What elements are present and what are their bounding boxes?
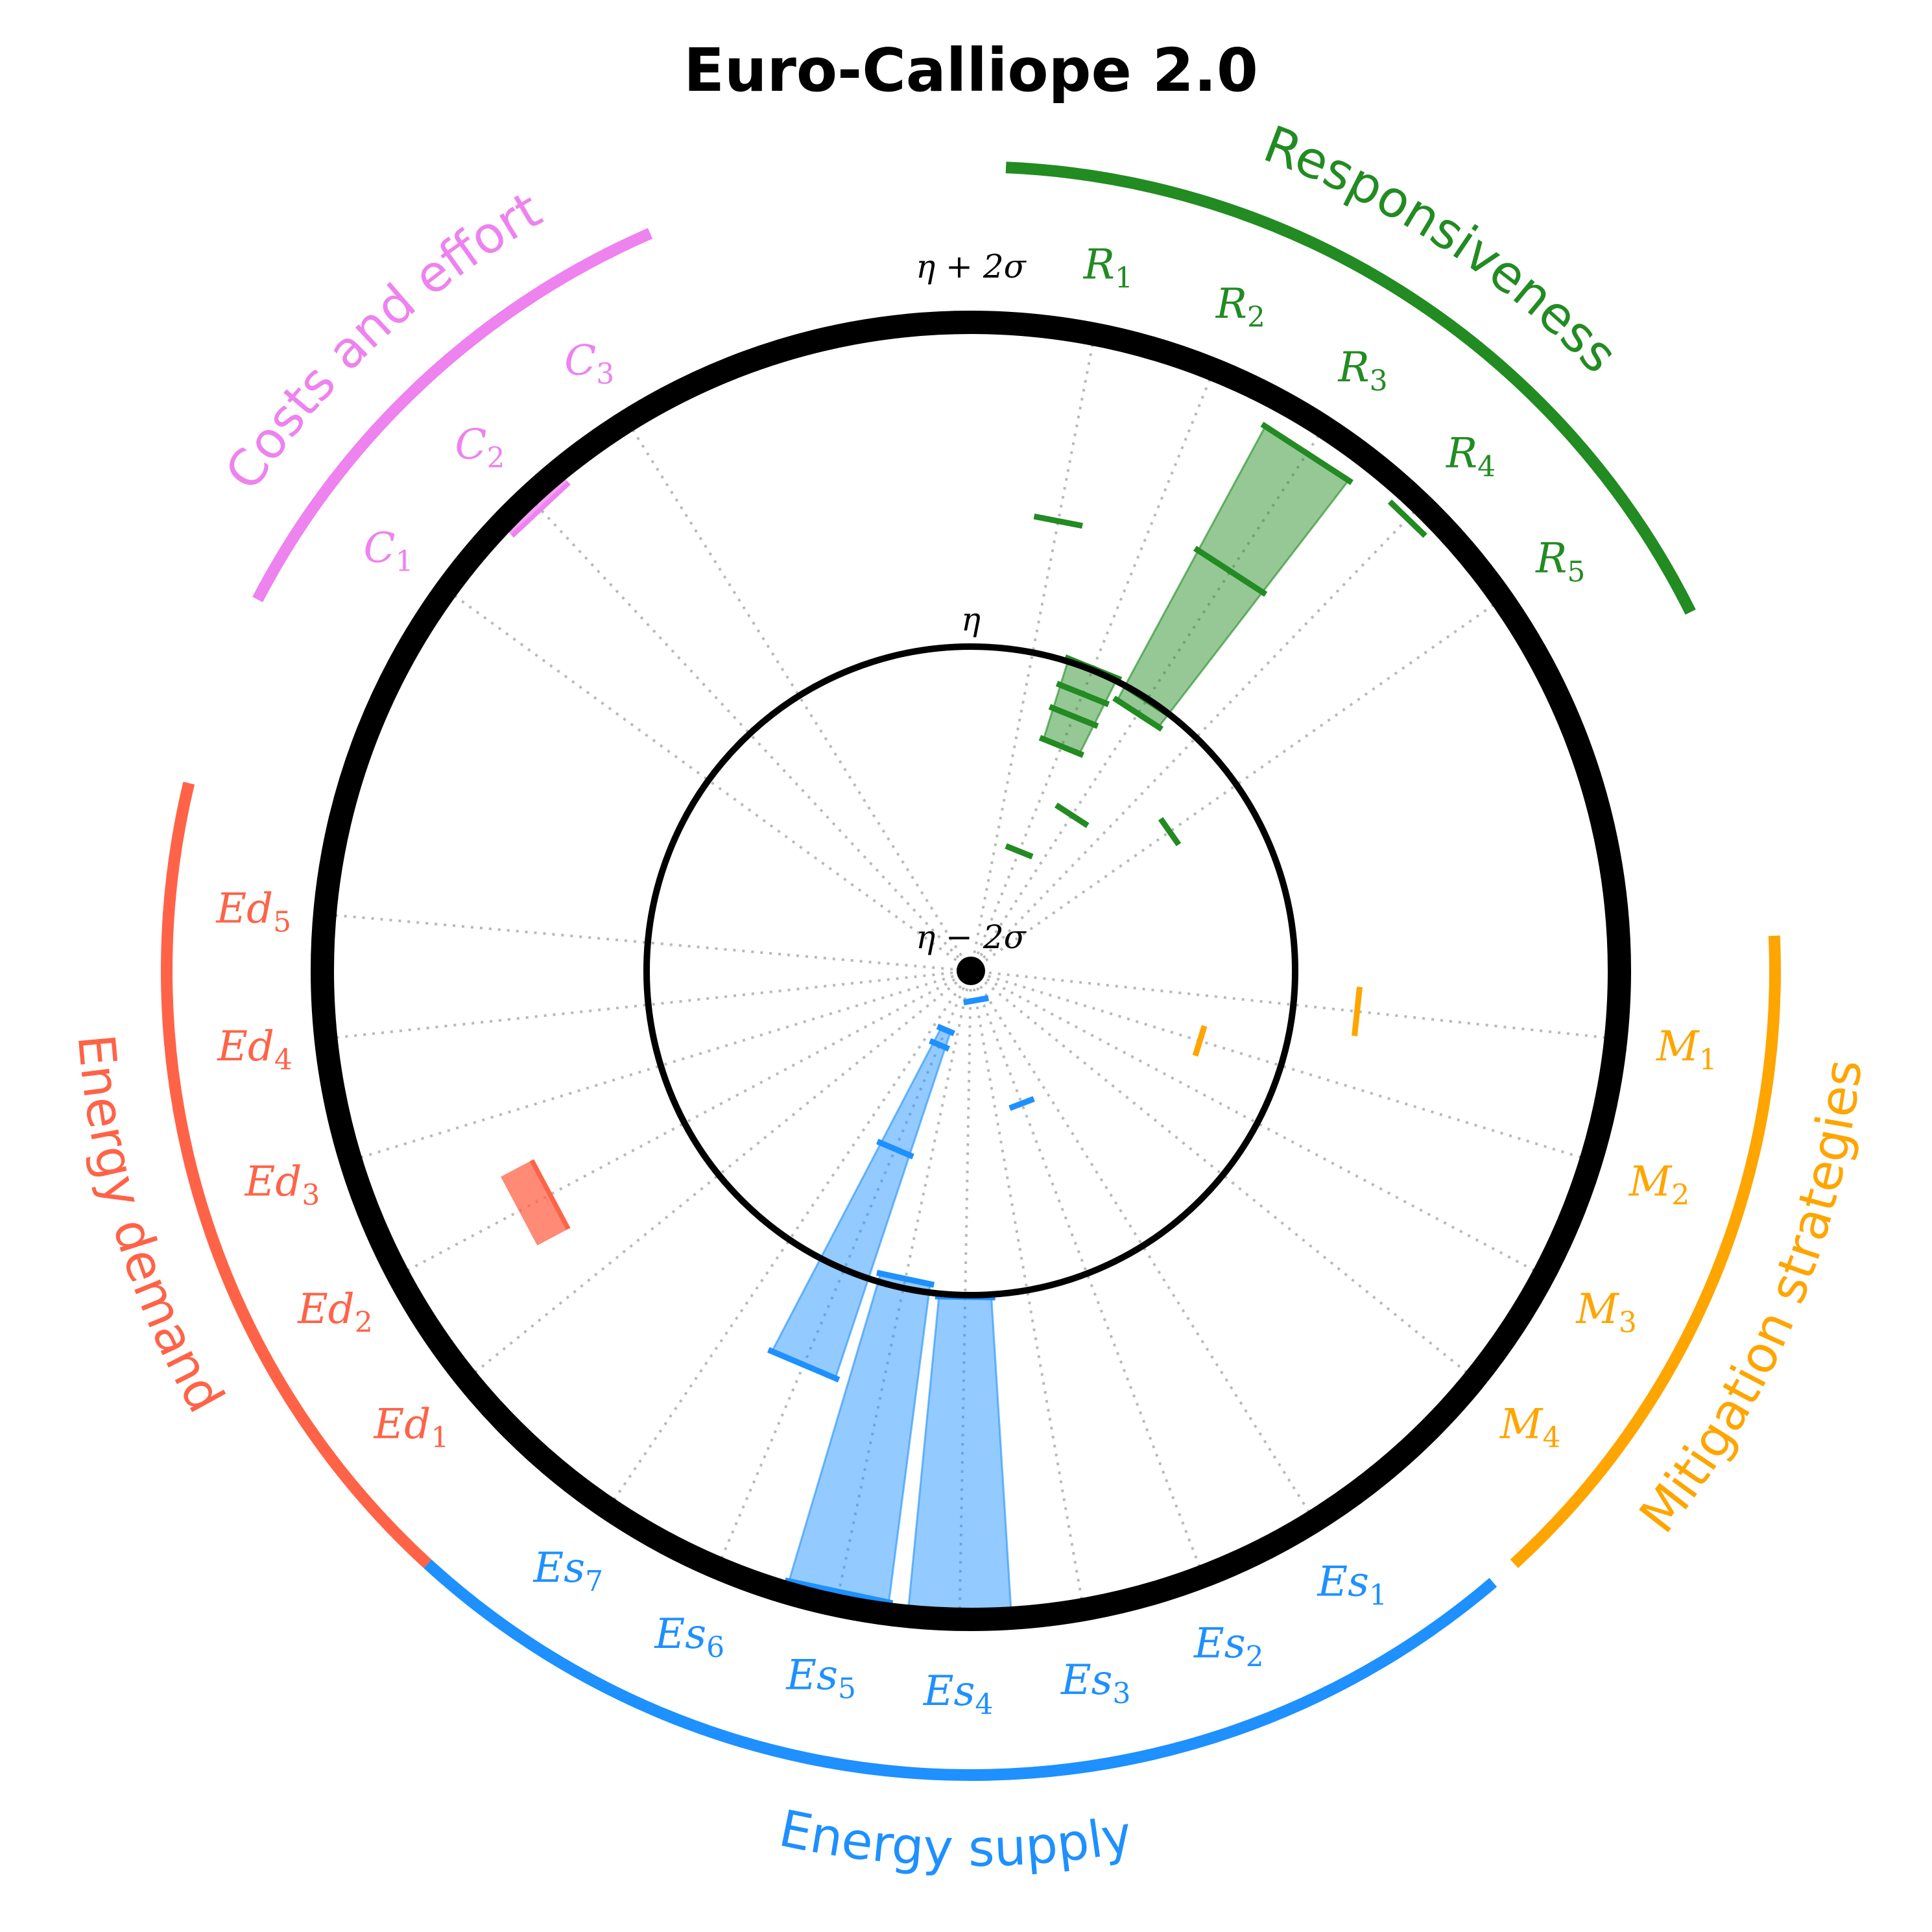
max-tick-es5 bbox=[784, 1577, 894, 1606]
indicator-label-ed3: Ed3 bbox=[244, 1158, 320, 1212]
indicator-label-m3: M3 bbox=[1575, 1285, 1637, 1339]
indicator-label-ed4: Ed4 bbox=[217, 1023, 292, 1077]
wedge-es4 bbox=[907, 1296, 1013, 1616]
indicator-label-es7: Es7 bbox=[533, 1544, 604, 1598]
indicator-label-r1: R1 bbox=[1083, 241, 1133, 294]
indicator-label-r4: R4 bbox=[1446, 430, 1496, 484]
marker-r5 bbox=[1158, 817, 1182, 846]
indicator-label-r5: R5 bbox=[1535, 534, 1585, 588]
indicator-label-ed1: Ed1 bbox=[374, 1401, 449, 1455]
band-edge-c2 bbox=[510, 481, 571, 538]
marker-m2 bbox=[1192, 1025, 1208, 1057]
indicator-label-c3: C3 bbox=[564, 337, 614, 391]
quartile-tick-es6-0 bbox=[929, 1038, 951, 1052]
indicator-label-c2: C2 bbox=[455, 421, 505, 475]
category-arc-mitigation-strategies bbox=[1510, 935, 1781, 1568]
indicator-label-es2: Es2 bbox=[1193, 1619, 1264, 1673]
indicator-label-es6: Es6 bbox=[654, 1610, 725, 1664]
indicator-label-m4: M4 bbox=[1499, 1401, 1561, 1455]
max-tick-r3 bbox=[1260, 422, 1354, 485]
quartile-tick-r2-0 bbox=[1005, 843, 1034, 860]
min-tick-es6 bbox=[936, 1023, 955, 1036]
category-arc-energy-supply bbox=[423, 1559, 1497, 1781]
category-arc-costs-and-effort bbox=[252, 228, 653, 602]
indicator-label-r2: R2 bbox=[1215, 280, 1265, 334]
category-label-responsiveness: Responsiveness bbox=[1256, 115, 1628, 385]
center-label: η − 2σ bbox=[916, 918, 1027, 956]
indicator-label-c1: C1 bbox=[364, 525, 414, 578]
category-arc-responsiveness bbox=[1005, 161, 1696, 615]
marker-es2 bbox=[1008, 1096, 1035, 1111]
chart-title: Euro-Calliope 2.0 bbox=[684, 36, 1258, 105]
indicator-label-m2: M2 bbox=[1628, 1158, 1690, 1212]
indicator-label-r3: R3 bbox=[1337, 344, 1387, 398]
marker-m1 bbox=[1352, 986, 1363, 1036]
quartile-tick-r3-2 bbox=[1193, 545, 1268, 597]
category-label-energy-supply: Energy supply bbox=[774, 1800, 1136, 1878]
indicator-label-es4: Es4 bbox=[923, 1667, 994, 1721]
quartile-tick-r2-1 bbox=[1048, 704, 1099, 729]
marker-r1 bbox=[1033, 513, 1083, 529]
scale-rings bbox=[311, 311, 1631, 1631]
band-ed2 bbox=[501, 1159, 571, 1246]
indicator-label-es5: Es5 bbox=[785, 1652, 856, 1706]
min-tick-es5 bbox=[876, 1270, 935, 1288]
outer-ring bbox=[311, 311, 1631, 1631]
indicator-label-ed2: Ed2 bbox=[297, 1285, 373, 1339]
middle-ring-label: η bbox=[961, 601, 981, 638]
center-dot bbox=[957, 957, 985, 985]
category-arc-energy-demand bbox=[161, 781, 432, 1568]
indicator-labels: R1 R2 R3 R4 R5 M1 M2 M3 M4 Es1 Es2 Es3 Es4 Es5 Es6 Es7 E… bbox=[215, 241, 1717, 1721]
category-label-mitigation-strategies: Mitigation strategies bbox=[1628, 1056, 1874, 1544]
middle-ring bbox=[643, 643, 1298, 1298]
min-tick-r2 bbox=[1038, 735, 1084, 758]
quartile-tick-r2-2 bbox=[1055, 680, 1110, 708]
marker-r4 bbox=[1387, 499, 1427, 538]
outer-ring-label: η + 2σ bbox=[916, 248, 1027, 285]
quartile-tick-es6-1 bbox=[876, 1138, 914, 1160]
indicator-label-ed5: Ed5 bbox=[215, 885, 291, 938]
indicator-label-m1: M1 bbox=[1656, 1023, 1717, 1077]
marker-es3 bbox=[963, 995, 989, 1006]
indicator-label-es3: Es3 bbox=[1060, 1656, 1131, 1710]
band-edge-ed2 bbox=[529, 1159, 571, 1230]
min-tick-r3 bbox=[1112, 695, 1164, 732]
quartile-tick-r3-0 bbox=[1054, 802, 1090, 828]
indicator-label-es1: Es1 bbox=[1317, 1558, 1387, 1612]
max-tick-es6 bbox=[767, 1347, 841, 1383]
